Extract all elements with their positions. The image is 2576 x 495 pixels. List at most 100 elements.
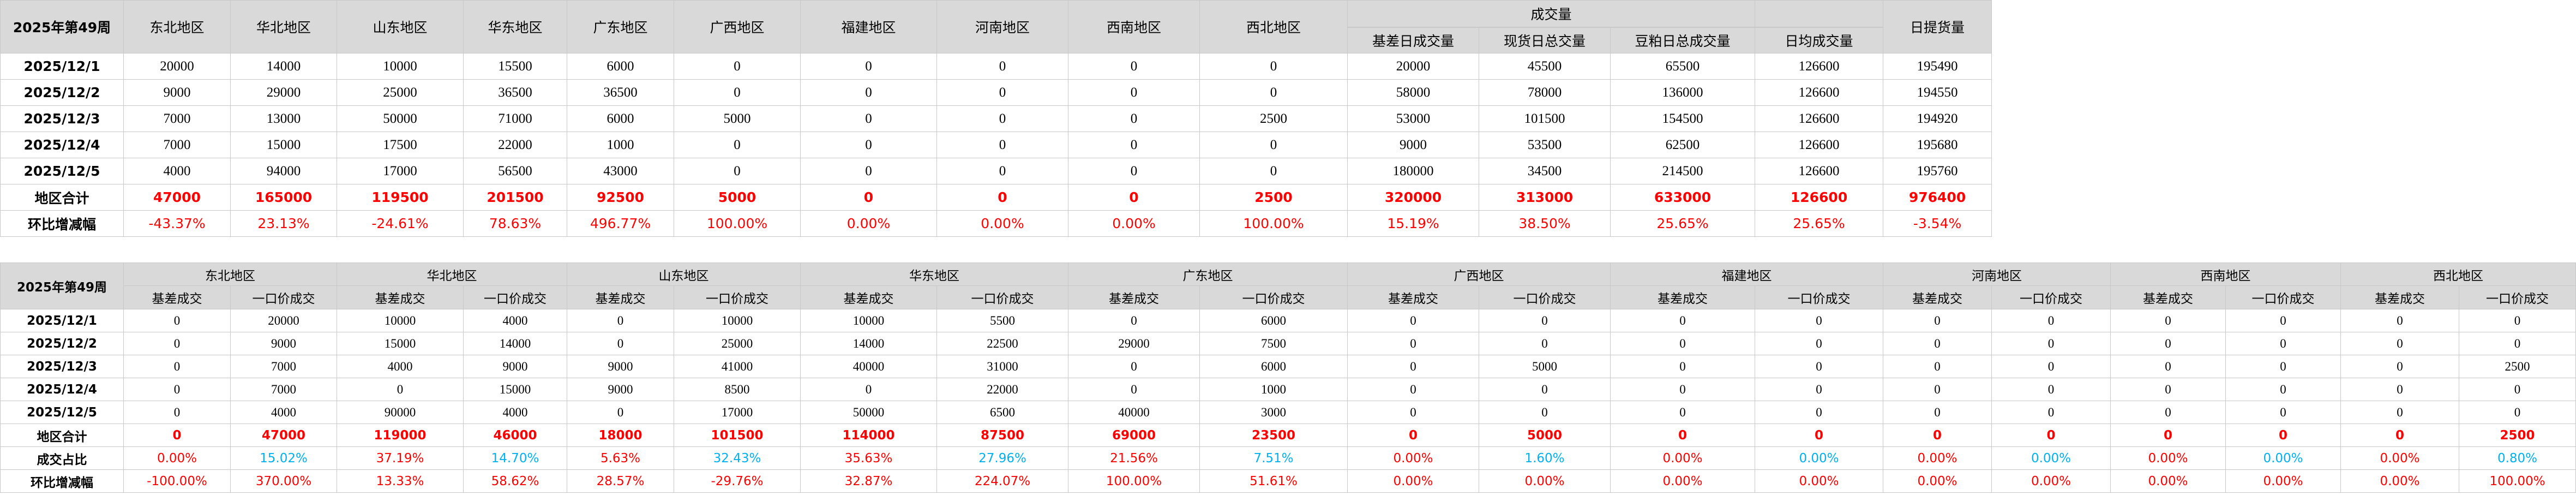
date-cell: 2025/12/2 <box>0 79 124 106</box>
total-cell: 69000 <box>1068 424 1200 447</box>
change-cell: 32.87% <box>800 469 937 493</box>
value-cell: 17000 <box>337 158 464 184</box>
region-header: 华东地区 <box>800 263 1068 286</box>
date-cell: 2025/12/3 <box>0 105 124 132</box>
value-cell: 56500 <box>463 158 567 184</box>
value-cell: 0 <box>123 332 231 355</box>
value-cell: 2500 <box>1199 105 1348 132</box>
share-cell: 27.96% <box>936 446 1068 470</box>
value-cell: 17000 <box>674 401 801 424</box>
value-cell: 9000 <box>230 332 337 355</box>
value-cell: 0 <box>1199 158 1348 184</box>
value-cell: 195760 <box>1883 158 1992 184</box>
share-cell: 15.02% <box>230 446 337 470</box>
value-cell: 22000 <box>463 132 567 158</box>
value-cell: 0 <box>800 158 937 184</box>
change-cell: 0.00% <box>2110 469 2226 493</box>
value-cell: 0 <box>1479 378 1611 401</box>
value-cell: 0 <box>123 378 231 401</box>
value-cell: 43000 <box>567 158 674 184</box>
total-cell: 114000 <box>800 424 937 447</box>
total-cell: 47000 <box>123 184 231 211</box>
table-row: 2025/12/1 20000 14000 10000 15500 6000 0 0 0 0 0 20… <box>0 53 1992 80</box>
value-cell: 14000 <box>463 332 567 355</box>
fixed-price-deal-header: 一口价成交 <box>1199 285 1348 309</box>
change-cell: 496.77% <box>567 210 674 237</box>
total-cell: 23500 <box>1199 424 1348 447</box>
change-cell: 0.00% <box>1068 210 1200 237</box>
value-cell: 194920 <box>1883 105 1992 132</box>
table-row: 2025/12/4 7000 15000 17500 22000 1000 0 0 0 0 0 900… <box>0 132 1992 158</box>
value-cell: 0 <box>1755 378 1883 401</box>
total-cell: 0 <box>123 424 231 447</box>
volume-group-header: 成交量 <box>1347 0 1756 28</box>
value-cell: 2500 <box>2459 355 2576 378</box>
value-cell: 20000 <box>1347 53 1479 80</box>
basis-deal-header: 基差成交 <box>1610 285 1755 309</box>
value-cell: 6000 <box>567 105 674 132</box>
value-cell: 10000 <box>337 309 464 332</box>
value-cell: 0 <box>1347 378 1479 401</box>
change-cell: 13.33% <box>337 469 464 493</box>
share-cell: 0.00% <box>123 446 231 470</box>
value-cell: 126600 <box>1755 105 1884 132</box>
table-row: 2025/12/5 0 4000 90000 4000 0 17000 50000 6500 40… <box>0 401 2576 424</box>
total-cell: 0 <box>1883 424 1992 447</box>
table-row: 2025/12/1 0 20000 10000 4000 0 10000 10000 5500 0… <box>0 309 2576 332</box>
change-cell: 0.00% <box>1347 469 1479 493</box>
value-cell: 0 <box>2110 378 2226 401</box>
change-cell: -24.61% <box>337 210 464 237</box>
value-cell: 0 <box>2225 332 2341 355</box>
total-row: 地区合计 47000 165000 119500 201500 92500 5000 0 0 0 2… <box>0 184 1992 211</box>
value-cell: 0 <box>800 79 937 106</box>
total-cell: 0 <box>2340 424 2459 447</box>
value-cell: 0 <box>1068 79 1200 106</box>
value-cell: 25000 <box>674 332 801 355</box>
change-cell: 28.57% <box>567 469 674 493</box>
value-cell: 0 <box>1347 309 1479 332</box>
value-cell: 0 <box>2459 332 2576 355</box>
total-cell: 0 <box>1610 424 1755 447</box>
value-cell: 5000 <box>674 105 801 132</box>
change-cell: 0.00% <box>936 210 1068 237</box>
fixed-price-deal-header: 一口价成交 <box>936 285 1068 309</box>
change-cell: 0.00% <box>1479 469 1611 493</box>
value-cell: 0 <box>1883 378 1992 401</box>
value-cell: 3000 <box>1199 401 1348 424</box>
value-cell: 0 <box>1883 355 1992 378</box>
total-cell: 101500 <box>674 424 801 447</box>
value-cell: 4000 <box>230 401 337 424</box>
change-cell: -43.37% <box>123 210 231 237</box>
value-cell: 0 <box>800 132 937 158</box>
value-cell: 0 <box>936 53 1068 80</box>
change-cell: 0.00% <box>1755 469 1883 493</box>
value-cell: 0 <box>1991 378 2111 401</box>
value-cell: 6000 <box>567 53 674 80</box>
value-cell: 126600 <box>1755 158 1884 184</box>
change-label: 环比增减幅 <box>0 469 124 493</box>
value-cell: 1000 <box>567 132 674 158</box>
subheader-row: 基差日成交量 现货日总交量 豆粕日总成交量 日均成交量 <box>1 27 1992 53</box>
value-cell: 0 <box>800 53 937 80</box>
value-cell: 20000 <box>123 53 231 80</box>
basis-deal-header: 基差成交 <box>2340 285 2459 309</box>
share-cell: 0.00% <box>1883 446 1992 470</box>
change-cell: 23.13% <box>230 210 337 237</box>
change-cell: 15.19% <box>1347 210 1479 237</box>
value-cell: 6500 <box>936 401 1068 424</box>
volume-subheader: 现货日总交量 <box>1479 27 1611 53</box>
value-cell: 0 <box>337 378 464 401</box>
value-cell: 0 <box>1347 355 1479 378</box>
value-cell: 126600 <box>1755 53 1884 80</box>
value-cell: 22000 <box>936 378 1068 401</box>
region-header: 广东地区 <box>567 0 674 53</box>
region-header: 华北地区 <box>337 263 567 286</box>
value-cell: 7000 <box>123 105 231 132</box>
change-cell: 100.00% <box>1068 469 1200 493</box>
value-cell: 29000 <box>1068 332 1200 355</box>
value-cell: 14000 <box>800 332 937 355</box>
region-header: 东北地区 <box>123 0 231 53</box>
total-label: 地区合计 <box>0 424 124 447</box>
change-cell: 0.00% <box>1883 469 1992 493</box>
region-header: 福建地区 <box>800 0 937 53</box>
